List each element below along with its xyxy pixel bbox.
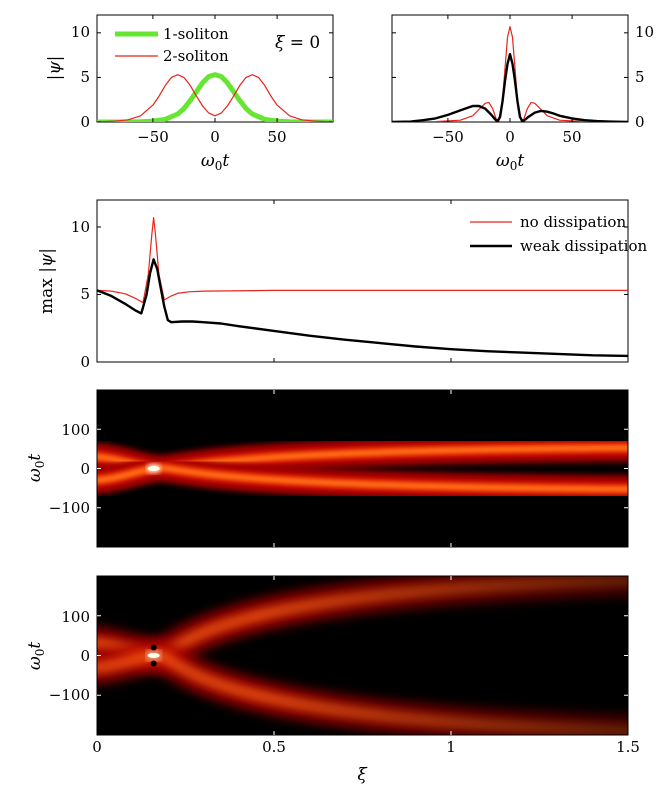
- hm2-ytick-m100: −100: [49, 686, 90, 704]
- xlabel-xi: ξ: [357, 765, 368, 785]
- hm2-ytick-0: 0: [80, 647, 90, 665]
- collision-dark-spot: [150, 644, 157, 651]
- collision-core: [147, 466, 160, 471]
- upper-heatmap-image: [97, 390, 628, 547]
- panel-middle-ticks: [96, 200, 629, 363]
- tl-annotation: ξ = 0: [275, 33, 320, 53]
- upper-heatmap-ticks: [97, 390, 628, 547]
- collision-core: [147, 653, 160, 658]
- tr-xtick-m50: −50: [432, 128, 464, 146]
- legend-2soliton-label: 2-soliton: [163, 47, 229, 65]
- xtick-1.5: 1.5: [616, 738, 640, 756]
- lower-soliton-track: [97, 466, 628, 491]
- panel-middle-series: [97, 217, 628, 358]
- series-0-1: [97, 74, 333, 122]
- lower-heatmap-image: [97, 576, 628, 735]
- mid-ytick-5: 5: [80, 285, 90, 303]
- mid-ytick-10: 10: [71, 218, 90, 236]
- tr-xtick-0: 0: [505, 128, 515, 146]
- panel-top-right-ticks: [392, 15, 628, 123]
- panel-top-right-series: [392, 26, 628, 122]
- tl-xlabel: ω0t: [201, 151, 230, 173]
- hm1-ytick-0: 0: [80, 460, 90, 478]
- mid-ytick-0: 0: [80, 353, 90, 371]
- xtick-0: 0: [92, 738, 102, 756]
- tl-xtick-m50: −50: [137, 128, 169, 146]
- panel-top-left: 0 5 10 −50 0 50 ω0t |ψ| 1-soliton 2-soli…: [45, 14, 334, 173]
- legend-weak-dissipation-label: weak dissipation: [520, 237, 648, 255]
- lower-heatmap-ticks: [97, 576, 628, 735]
- hm2-ytick-100: 100: [61, 608, 90, 626]
- tl-xtick-0: 0: [210, 128, 220, 146]
- panel-top-right-frame: [391, 14, 629, 123]
- mid-ylabel: max |ψ|: [37, 248, 57, 314]
- panel-lower-heatmap: 100 0 −100 ω0t 0 0.5 1 1.5 ξ: [25, 575, 640, 785]
- tl-ytick-10: 10: [71, 23, 90, 41]
- collision-dark-spot: [150, 660, 157, 667]
- panel-middle: 0 5 10 max |ψ| no dissipation weak dissi…: [37, 199, 648, 371]
- tl-ytick-0: 0: [80, 113, 90, 131]
- legend-no-dissipation-label: no dissipation: [520, 213, 626, 231]
- hm2-ylabel: ω0t: [25, 642, 47, 671]
- panel-upper-heatmap: 100 0 −100 ω0t: [25, 389, 629, 548]
- dissipation-fade: [97, 576, 628, 735]
- tr-xtick-50: 50: [562, 128, 581, 146]
- hm1-ytick-m100: −100: [49, 499, 90, 517]
- panel-top-left-ticks: [97, 15, 333, 123]
- tr-ytick-0: 0: [635, 113, 645, 131]
- series-2-0: [97, 217, 628, 304]
- tl-xtick-50: 50: [267, 128, 286, 146]
- panel-middle-frame: [96, 199, 629, 363]
- legend-1soliton-label: 1-soliton: [163, 25, 229, 43]
- series-1-1: [392, 53, 628, 122]
- panel-top-right: 0 5 10 −50 0 50 ω0t: [391, 14, 654, 173]
- xtick-1: 1: [446, 738, 456, 756]
- tl-ylabel: |ψ|: [45, 56, 65, 81]
- tr-xlabel: ω0t: [496, 151, 525, 173]
- tr-ytick-10: 10: [635, 23, 654, 41]
- hm1-ylabel: ω0t: [25, 454, 47, 483]
- tl-ytick-5: 5: [80, 68, 90, 86]
- xtick-0.5: 0.5: [262, 738, 286, 756]
- tr-ytick-5: 5: [635, 68, 645, 86]
- hm1-ytick-100: 100: [61, 421, 90, 439]
- series-2-1: [97, 258, 628, 358]
